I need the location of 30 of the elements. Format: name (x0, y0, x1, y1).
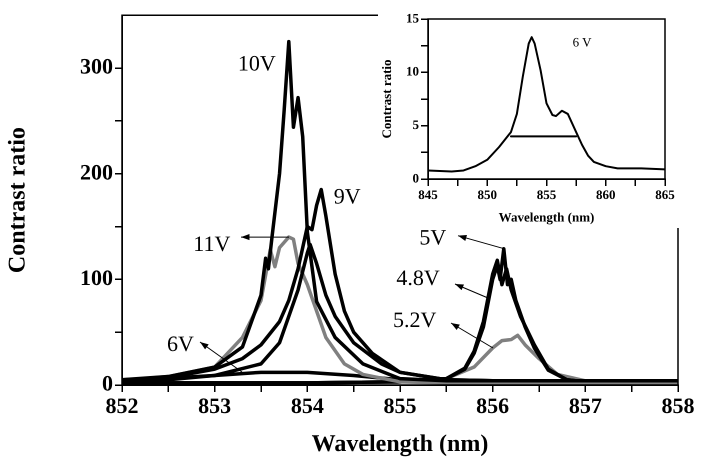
annotation: 5V (419, 224, 446, 250)
y-axis-title: Contrast ratio (4, 127, 31, 274)
x-axis-title: Wavelength (nm) (312, 430, 488, 457)
annotation: 6 V (572, 34, 592, 50)
annotation: 9V (334, 183, 361, 208)
y-tick-label: 0 (412, 170, 419, 186)
y-tick-label: 200 (80, 159, 113, 184)
y-tick-label: 10 (406, 64, 419, 79)
x-tick-label: 855 (536, 187, 557, 202)
x-tick-label: 854 (290, 392, 324, 418)
x-axis-title: Wavelength (nm) (498, 210, 594, 225)
y-tick-label: 5 (412, 117, 420, 132)
y-tick-label: 15 (406, 10, 420, 26)
x-tick-label: 858 (662, 392, 694, 418)
x-tick-label: 860 (596, 187, 616, 202)
annotation: 11V (193, 230, 230, 256)
x-tick-label: 855 (384, 392, 416, 418)
x-tick-label: 850 (478, 187, 497, 202)
annotation: 4.8V (396, 265, 440, 290)
annotation: 6V (167, 331, 194, 356)
x-tick-label: 857 (568, 392, 602, 418)
x-tick-label: 865 (655, 187, 676, 202)
x-tick-label: 856 (476, 392, 510, 418)
y-tick-label: 100 (80, 265, 113, 290)
y-tick-label: 300 (80, 54, 113, 79)
x-tick-label: 845 (418, 187, 438, 202)
annotation: 5.2V (392, 306, 436, 332)
annotation: 10V (238, 50, 276, 76)
x-tick-label: 853 (198, 392, 232, 418)
y-axis-title: Contrast ratio (379, 59, 394, 139)
